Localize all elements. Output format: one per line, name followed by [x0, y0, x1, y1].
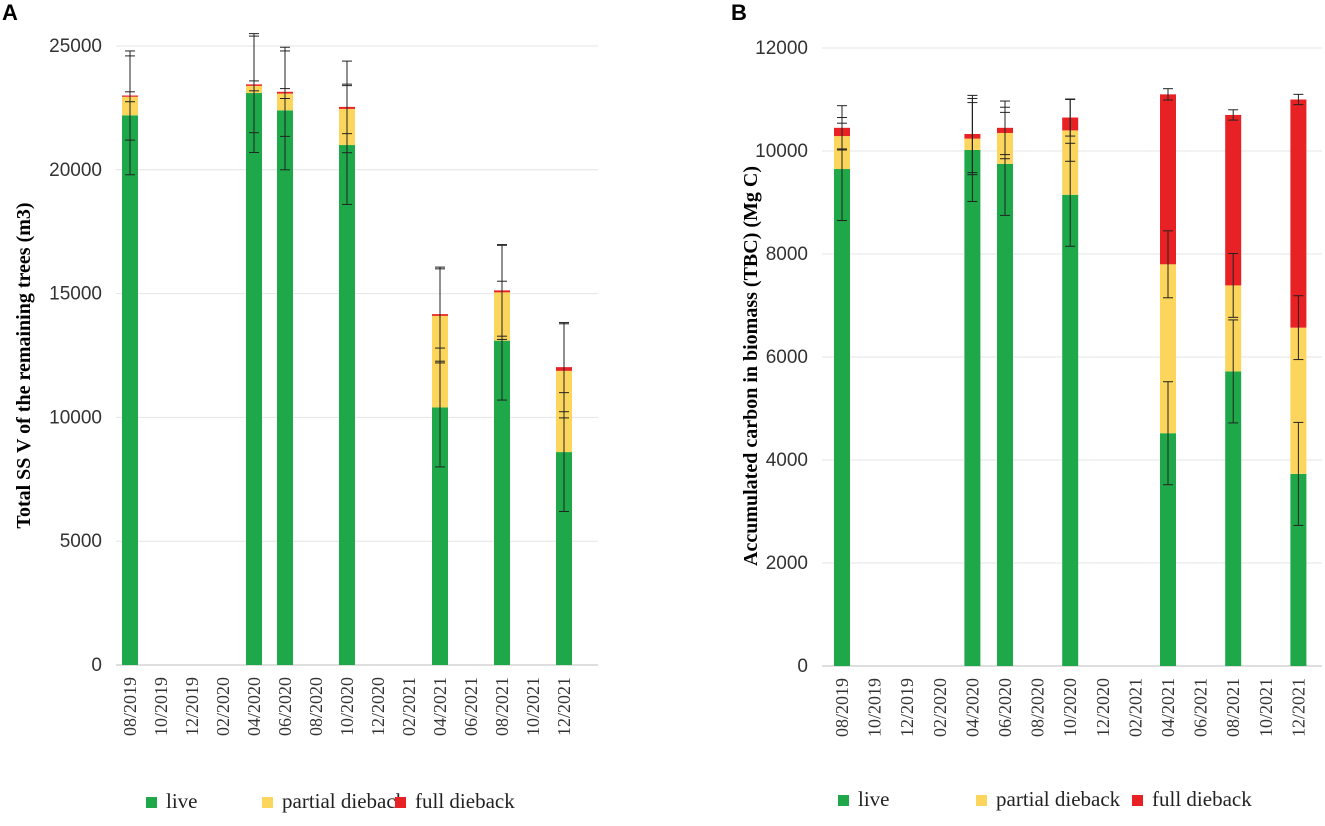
bar-live	[277, 110, 293, 666]
y-tick-label: 15000	[49, 284, 102, 305]
x-tick-label: 02/2021	[1125, 678, 1145, 737]
bar-live	[1225, 371, 1242, 666]
y-axis-label: Total SS V of the remaining trees (m3)	[13, 202, 35, 528]
x-tick-label: 06/2020	[275, 677, 295, 736]
y-tick-label: 5000	[60, 531, 102, 552]
y-tick-label: 4000	[766, 450, 808, 471]
legend-label: live	[166, 789, 198, 813]
x-tick-label: 12/2021	[554, 677, 574, 736]
y-tick-label: 25000	[49, 36, 102, 57]
x-tick-label: 10/2019	[865, 678, 885, 737]
x-tick-label: 02/2021	[399, 677, 419, 736]
legend-swatch	[976, 795, 987, 806]
legend-swatch	[395, 797, 406, 808]
y-tick-label: 8000	[766, 244, 808, 265]
legend-item: partial dieback	[262, 789, 407, 813]
bar-live	[1062, 194, 1079, 666]
y-axis-label: Accumulated carbon in biomass (TBC) (Mg …	[740, 166, 762, 566]
x-tick-label: 10/2020	[337, 677, 357, 736]
x-tick-label: 06/2021	[461, 677, 481, 736]
bar-live	[834, 169, 850, 666]
bar-live	[432, 407, 448, 665]
x-tick-label: 10/2021	[1256, 678, 1276, 737]
x-tick-label: 10/2020	[1060, 678, 1080, 737]
x-tick-label: 04/2021	[1158, 678, 1178, 737]
x-tick-label: 12/2019	[182, 677, 202, 736]
bar-live	[997, 163, 1013, 666]
y-tick-label: 0	[91, 655, 102, 676]
panel-letter: B	[731, 0, 747, 25]
x-tick-label: 04/2021	[430, 677, 450, 736]
legend-swatch	[1132, 795, 1143, 806]
legend-item: live	[146, 789, 198, 813]
x-tick-label: 08/2019	[120, 677, 140, 736]
bar-full	[1290, 99, 1307, 328]
bar-live	[964, 149, 981, 667]
y-tick-label: 12000	[755, 38, 808, 59]
bar-full	[1225, 114, 1242, 286]
x-tick-label: 08/2020	[306, 677, 326, 736]
legend-swatch	[838, 795, 849, 806]
legend-item: full dieback	[1132, 787, 1252, 811]
x-tick-label: 12/2020	[368, 677, 388, 736]
legend-label: live	[858, 787, 890, 811]
bar-partial	[1290, 327, 1307, 474]
legend-item: partial dieback	[976, 787, 1121, 811]
x-tick-label: 10/2019	[151, 677, 171, 736]
y-tick-label: 20000	[49, 160, 102, 181]
x-tick-label: 12/2019	[897, 678, 917, 737]
legend-item: live	[838, 787, 890, 811]
bar-live	[339, 145, 355, 666]
x-tick-label: 12/2020	[1093, 678, 1113, 737]
x-tick-label: 08/2021	[492, 677, 512, 736]
x-tick-label: 04/2020	[244, 677, 264, 736]
bar-full	[1160, 94, 1176, 265]
bar-live	[1160, 433, 1176, 666]
x-tick-label: 06/2021	[1191, 678, 1211, 737]
x-tick-label: 12/2021	[1288, 678, 1308, 737]
legend-label: full dieback	[415, 789, 515, 813]
y-tick-label: 0	[797, 656, 808, 677]
x-tick-label: 04/2020	[962, 678, 982, 737]
legend-label: partial dieback	[282, 789, 407, 813]
x-tick-label: 06/2020	[995, 678, 1015, 737]
panel-letter: A	[2, 0, 18, 25]
bar-live	[246, 93, 262, 665]
legend-swatch	[262, 797, 273, 808]
x-tick-label: 08/2021	[1223, 678, 1243, 737]
y-tick-label: 10000	[755, 141, 808, 162]
x-tick-label: 08/2019	[832, 678, 852, 737]
y-tick-label: 2000	[766, 553, 808, 574]
bar-live	[494, 340, 510, 665]
y-tick-label: 10000	[49, 407, 102, 428]
x-tick-label: 02/2020	[213, 677, 233, 736]
x-tick-label: 02/2020	[930, 678, 950, 737]
y-tick-label: 6000	[766, 347, 808, 368]
bar-partial	[1160, 264, 1176, 434]
x-tick-label: 08/2020	[1028, 678, 1048, 737]
legend-item: full dieback	[395, 789, 515, 813]
bar-live	[122, 115, 138, 665]
legend-label: full dieback	[1152, 787, 1252, 811]
x-tick-label: 10/2021	[523, 677, 543, 736]
bar-live	[556, 452, 572, 665]
chart-panel-a: A 0 5000 10000 15000 20000 25000 08/2019 10/2019…	[2, 0, 598, 813]
bar-live	[1290, 473, 1307, 666]
legend-label: partial dieback	[996, 787, 1121, 811]
legend-swatch	[146, 797, 157, 808]
chart-panel-b: B 0 2000 4000 6000 8000 10000 12000 08/2019 10/20…	[731, 0, 1322, 811]
